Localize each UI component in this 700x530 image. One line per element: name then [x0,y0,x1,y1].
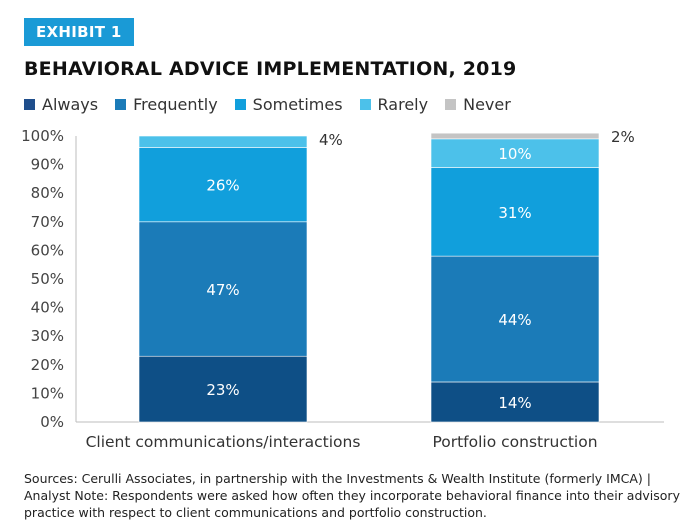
bar-segment [138,221,308,357]
data-label: 23% [206,381,239,399]
y-tick-label: 10% [31,384,64,402]
data-label: 10% [498,145,531,163]
legend-label-frequently: Frequently [133,95,218,114]
data-label: 4% [319,131,343,149]
chart-legend: Always Frequently Sometimes Rarely Never [24,95,528,114]
legend-swatch-frequently [115,99,127,110]
footnote: Sources: Cerulli Associates, in partners… [24,471,680,520]
y-tick-label: 80% [31,184,64,202]
exhibit-badge: EXHIBIT 1 [24,18,134,46]
bar-segment [430,167,600,257]
legend-swatch-rarely [359,99,371,110]
legend-label-never: Never [463,95,511,114]
y-tick-label: 0% [40,413,64,431]
legend-item-always: Always [24,95,98,114]
legend-item-sometimes: Sometimes [234,95,343,114]
bar-segment [430,138,600,168]
bar-segment [430,132,600,140]
y-tick-label: 60% [31,241,64,259]
legend-label-sometimes: Sometimes [252,95,343,114]
bar-segment [138,355,308,423]
legend-swatch-always [24,99,35,110]
legend-swatch-never [445,99,457,110]
x-category-label: Client communications/interactions [86,433,361,451]
legend-label-always: Always [42,95,99,114]
data-label: 47% [206,281,239,299]
y-tick-label: 20% [31,356,64,374]
data-label: 2% [611,128,635,146]
data-label: 31% [498,204,531,222]
legend-item-frequently: Frequently [115,95,218,114]
bar-segment [138,147,308,223]
bar-segment [430,255,600,383]
legend-item-never: Never [445,95,511,114]
data-label: 14% [498,394,531,412]
y-tick-label: 50% [31,270,64,288]
legend-item-rarely: Rarely [359,95,429,114]
data-label: 26% [206,177,239,195]
bar-segment [430,381,600,423]
legend-swatch-sometimes [234,99,246,110]
chart-title: BEHAVIORAL ADVICE IMPLEMENTATION, 2019 [24,58,517,80]
y-tick-label: 40% [31,299,64,317]
y-tick-label: 30% [31,327,64,345]
x-category-label: Portfolio construction [432,433,597,451]
legend-label-rarely: Rarely [377,95,429,114]
y-tick-label: 70% [31,213,64,231]
data-label: 44% [498,311,531,329]
bar-segment [138,135,308,148]
y-tick-label: 90% [31,156,64,174]
y-tick-label: 100% [21,127,64,145]
